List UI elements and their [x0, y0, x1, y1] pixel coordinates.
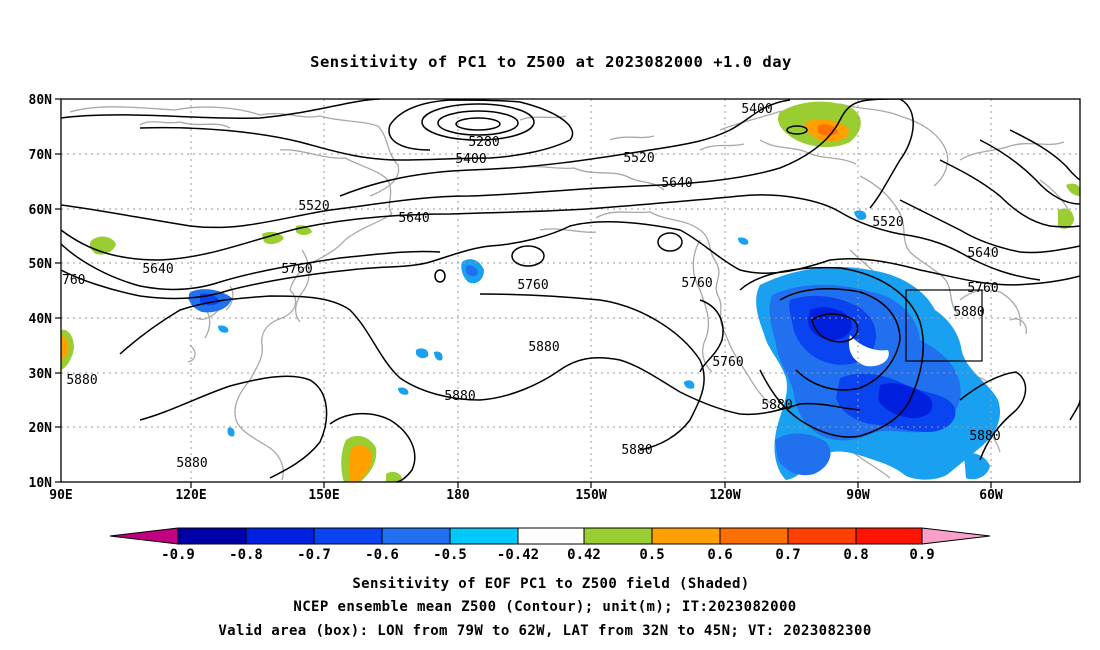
colorbar-swatch — [856, 528, 922, 544]
colorbar-tick-label: 0.8 — [843, 547, 868, 563]
colorbar-tick-label: -0.6 — [365, 547, 399, 563]
map-panel: 5400 5280 5400 5520 5640 5520 5640 5520 … — [29, 93, 1081, 503]
contour-label: 5400 — [741, 102, 772, 117]
caption-line-3: Valid area (box): LON from 79W to 62W, L… — [218, 623, 871, 639]
colorbar-swatch — [314, 528, 382, 544]
contour-label: 5400 — [455, 152, 486, 167]
colorbar-swatch — [720, 528, 788, 544]
contour-label: 5640 — [142, 262, 173, 277]
contour-labels: 5400 5280 5400 5520 5640 5520 5640 5520 … — [62, 102, 1001, 471]
colorbar-tick-label: -0.5 — [433, 547, 467, 563]
contour-label: 5520 — [298, 199, 329, 214]
colorbar-swatch — [788, 528, 856, 544]
lat-tick-label: 30N — [29, 367, 53, 382]
colorbar-swatch — [450, 528, 518, 544]
contour-label: 5640 — [967, 246, 998, 261]
colorbar-tick-label: -0.42 — [497, 547, 539, 563]
lat-tick-label: 80N — [29, 93, 53, 108]
colorbar-tick-label: -0.8 — [229, 547, 263, 563]
contour-label: 5880 — [953, 305, 984, 320]
contour-label: 5760 — [517, 278, 548, 293]
contour-label: 5520 — [872, 215, 903, 230]
lon-tick-label: 90E — [49, 488, 72, 503]
lat-tick-label: 40N — [29, 312, 53, 327]
lat-tick-label: 10N — [29, 476, 53, 491]
lat-tick-label: 50N — [29, 257, 53, 272]
contour-label: 5880 — [176, 456, 207, 471]
contour-label: 5880 — [761, 398, 792, 413]
colorbar-tick-label: -0.9 — [161, 547, 195, 563]
colorbar: -0.9 -0.8 -0.7 -0.6 -0.5 -0.42 0.42 0.5 … — [109, 527, 991, 563]
contour-label: 5640 — [398, 211, 429, 226]
colorbar-tick-label: -0.7 — [297, 547, 331, 563]
contour-label: 5760 — [681, 276, 712, 291]
colorbar-tick-label: 0.7 — [775, 547, 800, 563]
colorbar-swatch — [110, 528, 178, 544]
lat-tick-label: 70N — [29, 148, 53, 163]
contour-label: 760 — [62, 273, 85, 288]
z500-contours — [61, 99, 1080, 482]
lon-tick-label: 120W — [709, 488, 740, 503]
grid-lines — [61, 99, 1080, 482]
lon-tick-label: 90W — [846, 488, 870, 503]
longitude-axis: 90E 120E 150E 180 150W 120W 90W 60W — [49, 482, 1003, 503]
colorbar-tick-label: 0.9 — [909, 547, 934, 563]
colorbar-swatch — [922, 528, 990, 544]
colorbar-tick-label: 0.42 — [567, 547, 601, 563]
lat-tick-label: 20N — [29, 421, 53, 436]
figure-title: Sensitivity of PC1 to Z500 at 2023082000… — [310, 53, 792, 71]
contour-label: 5520 — [623, 151, 654, 166]
contour-label: 5280 — [468, 135, 499, 150]
contour-label: 5760 — [712, 355, 743, 370]
contour-label: 5760 — [281, 262, 312, 277]
colorbar-swatch — [178, 528, 246, 544]
map-frame — [60, 98, 1081, 483]
colorbar-swatch — [382, 528, 450, 544]
contour-label: 5880 — [66, 373, 97, 388]
contour-label: 5880 — [621, 443, 652, 458]
latitude-axis: 80N 70N 60N 50N 40N 30N 20N 10N — [29, 93, 61, 491]
valid-area-box — [905, 289, 983, 362]
caption-line-2: NCEP ensemble mean Z500 (Contour); unit(… — [293, 599, 796, 615]
colorbar-swatch — [518, 528, 584, 544]
contour-label: 5880 — [528, 340, 559, 355]
lon-tick-label: 120E — [175, 488, 206, 503]
contour-label: 5640 — [661, 176, 692, 191]
lat-tick-label: 60N — [29, 203, 53, 218]
caption-line-1: Sensitivity of EOF PC1 to Z500 field (Sh… — [352, 576, 749, 592]
contour-label: 5880 — [444, 389, 475, 404]
contour-label: 5760 — [967, 281, 998, 296]
contour-label: 5880 — [969, 429, 1000, 444]
colorbar-swatch — [584, 528, 652, 544]
colorbar-swatch — [652, 528, 720, 544]
colorbar-swatch — [246, 528, 314, 544]
lon-tick-label: 60W — [979, 488, 1003, 503]
colorbar-tick-label: 0.6 — [707, 547, 732, 563]
lon-tick-label: 180 — [446, 488, 470, 503]
lon-tick-label: 150W — [575, 488, 606, 503]
lon-tick-label: 150E — [308, 488, 339, 503]
colorbar-tick-label: 0.5 — [639, 547, 664, 563]
